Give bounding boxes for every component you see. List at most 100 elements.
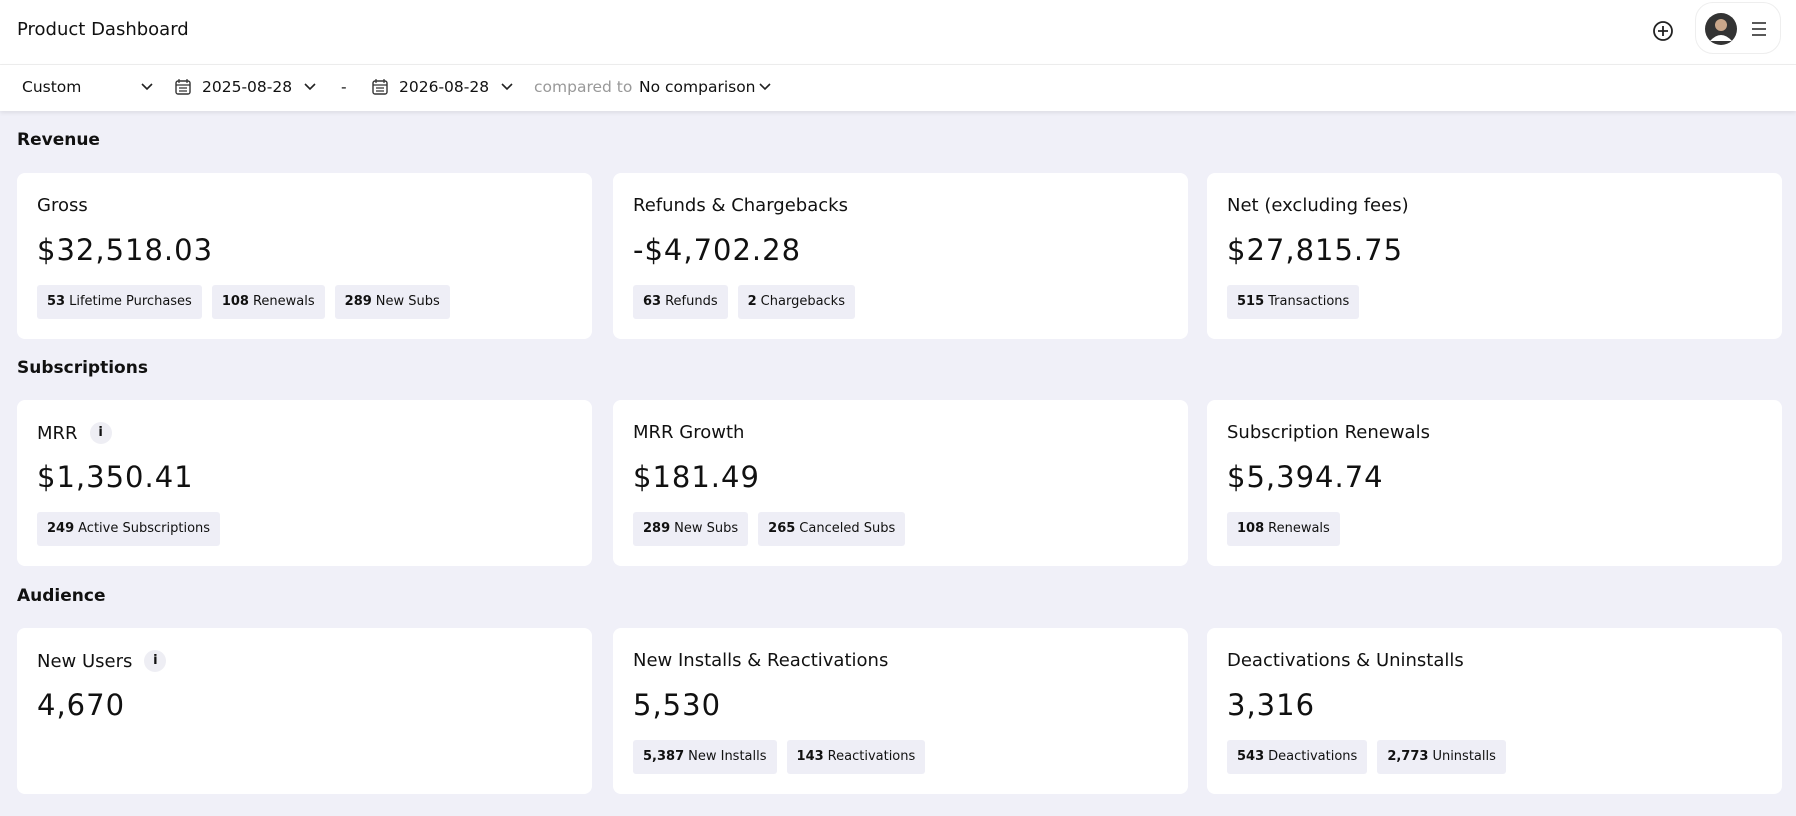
card-value: 3,316: [1227, 688, 1316, 722]
card-title: Net (excluding fees): [1227, 195, 1409, 216]
chip-count: 289: [643, 521, 671, 536]
chip-label: Active Subscriptions: [78, 521, 211, 536]
user-menu-icons: [1705, 13, 1766, 45]
card-title: New Users: [37, 650, 133, 672]
card-title-row: MRR Growth: [633, 422, 744, 443]
chip-row: 63 Refunds 2 Chargebacks: [633, 285, 855, 319]
metric-card: Net (excluding fees) $27,815.75 515 Transac…: [1207, 173, 1782, 339]
chip-label: Refunds: [665, 294, 718, 309]
stat-chip: 265 Canceled Subs: [758, 512, 906, 546]
chip-count: 2,773: [1387, 749, 1429, 764]
chip-label: Canceled Subs: [799, 521, 896, 536]
metric-card: MRR Growth $181.49 289 New Subs 265 Canceled …: [613, 400, 1188, 566]
metric-card: New Users i 4,670: [17, 628, 592, 794]
card-title-row: MRR i: [37, 422, 112, 444]
date-separator: -: [341, 78, 347, 96]
metric-card: MRR i $1,350.41 249 Active Subscriptions: [17, 400, 592, 566]
section-title: Subscriptions: [17, 358, 148, 378]
chip-count: 265: [768, 521, 796, 536]
stat-chip: 2,773 Uninstalls: [1377, 740, 1506, 774]
end-date[interactable]: 2026-08-28: [399, 78, 490, 96]
chip-row: 108 Renewals: [1227, 512, 1340, 546]
metric-card: Subscription Renewals $5,394.74 108 Renewal…: [1207, 400, 1782, 566]
card-title-row: Net (excluding fees): [1227, 195, 1409, 216]
metric-card: Refunds & Chargebacks -$4,702.28 63 Refunds…: [613, 173, 1188, 339]
card-title-row: Gross: [37, 195, 88, 216]
chip-count: 289: [344, 294, 372, 309]
chip-row: 515 Transactions: [1227, 285, 1360, 319]
stat-chip: 5,387 New Installs: [633, 740, 777, 774]
card-title-row: New Installs & Reactivations: [633, 650, 888, 671]
chip-label: Renewals: [1268, 521, 1330, 536]
stat-chip: 289 New Subs: [334, 285, 450, 319]
card-title: Refunds & Chargebacks: [633, 195, 848, 216]
chip-row: 543 Deactivations 2,773 Uninstalls: [1227, 740, 1506, 774]
start-date[interactable]: 2025-08-28: [202, 78, 293, 96]
section-title: Audience: [17, 586, 106, 606]
chip-count: 143: [796, 749, 824, 764]
header: Product Dashboard: [0, 0, 1796, 65]
card-value: $5,394.74: [1227, 460, 1384, 494]
chip-count: 108: [1237, 521, 1265, 536]
chip-label: Uninstalls: [1432, 749, 1496, 764]
stat-chip: 143 Reactivations: [786, 740, 926, 774]
stat-chip: 108 Renewals: [211, 285, 325, 319]
metric-card: Deactivations & Uninstalls 3,316 543 Deacti…: [1207, 628, 1782, 794]
card-title-row: Subscription Renewals: [1227, 422, 1430, 443]
metric-card: Gross $32,518.03 53 Lifetime Purchases 108 Re…: [17, 173, 592, 339]
chip-count: 2: [747, 294, 757, 309]
chip-label: New Subs: [674, 521, 739, 536]
comparison-select[interactable]: No comparison: [639, 78, 756, 96]
card-value: 5,530: [633, 688, 722, 722]
card-value: $1,350.41: [37, 460, 194, 494]
stat-chip: 249 Active Subscriptions: [37, 512, 221, 546]
user-menu[interactable]: [1695, 2, 1781, 54]
card-title-row: New Users i: [37, 650, 167, 672]
card-value: $32,518.03: [37, 233, 214, 267]
card-title-row: Deactivations & Uninstalls: [1227, 650, 1464, 671]
chip-label: Deactivations: [1268, 749, 1358, 764]
card-title: Subscription Renewals: [1227, 422, 1430, 443]
chip-row: 53 Lifetime Purchases 108 Renewals 289 New Su…: [37, 285, 450, 319]
chip-label: Transactions: [1268, 294, 1350, 309]
card-title-row: Refunds & Chargebacks: [633, 195, 848, 216]
card-title: Gross: [37, 195, 88, 216]
chip-label: New Subs: [375, 294, 440, 309]
chip-label: Chargebacks: [760, 294, 845, 309]
card-value: 4,670: [37, 688, 126, 722]
card-title: MRR Growth: [633, 422, 745, 443]
card-title: Deactivations & Uninstalls: [1227, 650, 1464, 671]
chip-count: 515: [1237, 294, 1265, 309]
stat-chip: 63 Refunds: [633, 285, 728, 319]
stat-chip: 543 Deactivations: [1227, 740, 1368, 774]
info-icon[interactable]: i: [144, 650, 167, 672]
card-value: $181.49: [633, 460, 760, 494]
stat-chip: 289 New Subs: [633, 512, 749, 546]
card-value: $27,815.75: [1227, 233, 1404, 267]
chip-label: New Installs: [688, 749, 767, 764]
chip-row: 289 New Subs 265 Canceled Subs: [633, 512, 906, 546]
chip-row: 5,387 New Installs 143 Reactivations: [633, 740, 926, 774]
chip-count: 63: [643, 294, 662, 309]
metric-card: New Installs & Reactivations 5,530 5,387 Ne…: [613, 628, 1188, 794]
stat-chip: 108 Renewals: [1227, 512, 1340, 546]
chip-label: Reactivations: [827, 749, 916, 764]
info-icon[interactable]: i: [89, 422, 112, 444]
stat-chip: 2 Chargebacks: [737, 285, 855, 319]
add-button[interactable]: [1652, 20, 1674, 42]
chip-count: 5,387: [643, 749, 685, 764]
chip-row: 249 Active Subscriptions: [37, 512, 221, 546]
period-select[interactable]: Custom: [22, 78, 82, 96]
section-title: Revenue: [17, 130, 100, 150]
card-value: -$4,702.28: [633, 233, 802, 267]
chip-count: 53: [47, 294, 66, 309]
chip-count: 108: [221, 294, 249, 309]
chip-label: Lifetime Purchases: [69, 294, 192, 309]
chip-count: 543: [1237, 749, 1265, 764]
card-title: MRR: [37, 422, 78, 444]
chip-label: Renewals: [252, 294, 315, 309]
chip-count: 249: [47, 521, 75, 536]
compared-label: compared to: [534, 78, 633, 96]
filter-bar: Custom 2025-08-28 - 2026-08-28 compared …: [0, 65, 1796, 111]
